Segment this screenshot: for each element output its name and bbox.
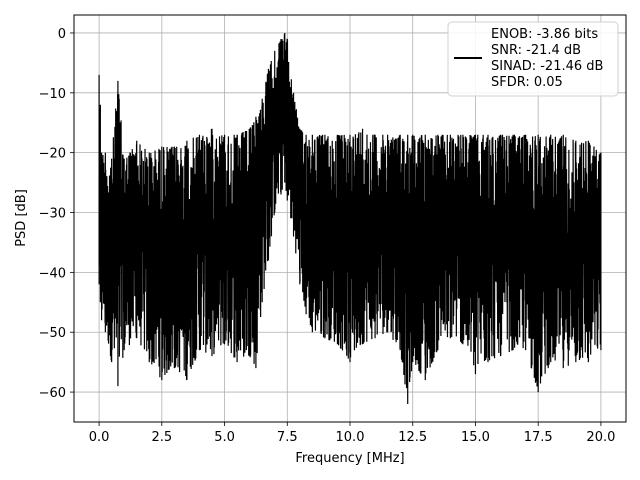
legend-entry-enob: ENOB: -3.86 bits (491, 27, 598, 42)
y-tick-label: −50 (39, 326, 66, 341)
legend-entry-sinad: SINAD: -21.46 dB (491, 59, 603, 74)
legend-box (447, 21, 619, 97)
y-axis-label: PSD [dB] (14, 189, 29, 247)
x-tick-label: 10.0 (336, 430, 365, 445)
legend: ENOB: -3.86 bits SNR: -21.4 dB SINAD: -2… (447, 21, 619, 97)
ticks: 0.0 2.5 5.0 7.5 10.0 12.5 15.0 17.5 20.0 0 −10 −20 −… (39, 27, 616, 445)
legend-entry-snr: SNR: -21.4 dB (491, 43, 581, 58)
x-tick-label: 20.0 (586, 430, 615, 445)
x-tick-label: 12.5 (398, 430, 427, 445)
y-tick-label: −40 (39, 266, 66, 281)
x-tick-label: 2.5 (151, 430, 172, 445)
x-axis-label: Frequency [MHz] (295, 451, 404, 466)
y-tick-label: −60 (39, 386, 66, 401)
x-tick-label: 7.5 (277, 430, 298, 445)
y-tick-label: −20 (39, 147, 66, 162)
series-group (98, 32, 602, 405)
psd-series-line (98, 32, 602, 405)
y-tick-label: −10 (39, 87, 66, 102)
x-tick-label: 17.5 (524, 430, 553, 445)
x-tick-label: 15.0 (461, 430, 490, 445)
x-tick-label: 0.0 (89, 430, 110, 445)
y-tick-label: −30 (39, 207, 66, 222)
y-tick-label: 0 (58, 27, 66, 42)
x-tick-label: 5.0 (214, 430, 235, 445)
legend-entry-sfdr: SFDR: 0.05 (491, 75, 563, 90)
